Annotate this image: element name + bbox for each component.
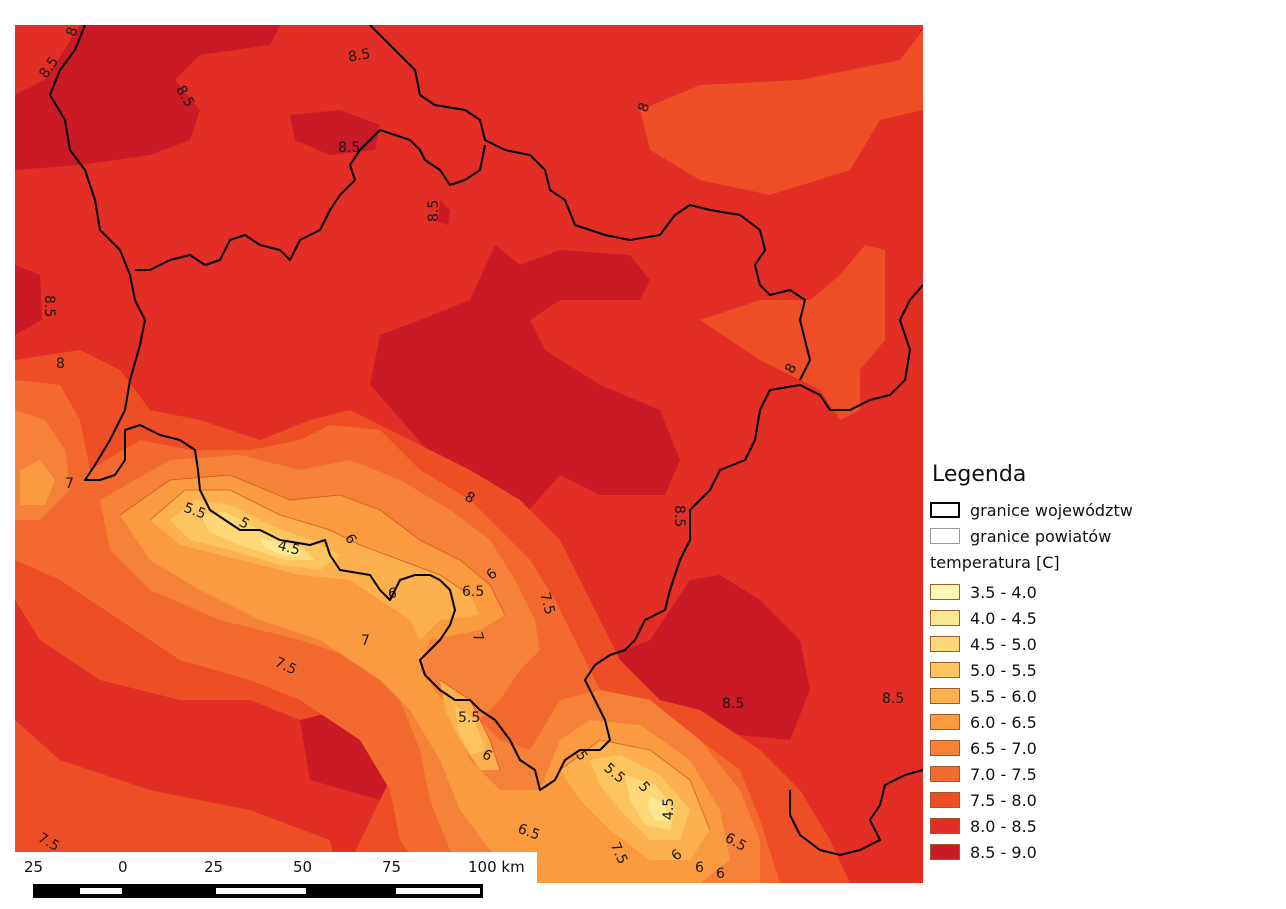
legend-class-label: 8.0 - 8.5	[970, 816, 1037, 836]
legend-class-label: 5.5 - 6.0	[970, 686, 1037, 706]
legend-class-swatch	[930, 766, 960, 782]
scale-bar-segment	[80, 888, 122, 894]
legend-class-item: 7.0 - 7.5	[930, 761, 1270, 787]
legend-class-item: 5.5 - 6.0	[930, 683, 1270, 709]
contour-label: 6	[695, 860, 704, 876]
contour-label: 7.5	[536, 591, 557, 617]
legend-class-label: 6.0 - 6.5	[970, 712, 1037, 732]
scale-tick-label: 75	[382, 858, 401, 876]
legend-class-label: 7.0 - 7.5	[970, 764, 1037, 784]
zone-4-5-5-0	[200, 512, 675, 830]
contour-label: 7	[361, 633, 370, 649]
scale-tick-label: 25	[204, 858, 223, 876]
legend-class-swatch	[930, 688, 960, 704]
legend-class-swatch	[930, 636, 960, 652]
legend-class-item: 8.5 - 9.0	[930, 839, 1270, 865]
temperature-classes: 3.5 - 4.0 4.0 - 4.5 4.5 - 5.0 5.0 - 5.5 5.5 …	[930, 579, 1270, 865]
legend-class-swatch	[930, 714, 960, 730]
zone-5-5-6-0	[150, 490, 710, 860]
legend-class-label: 5.0 - 5.5	[970, 660, 1037, 680]
legend-item-county: granice powiatów	[930, 523, 1270, 549]
legend-class-label: 7.5 - 8.0	[970, 790, 1037, 810]
contour-label: 8.5	[41, 295, 57, 317]
map-frame: 8.5 8 8.5 8.5 8.5 8 8.5 8 8.5 8 7 5.5 5 …	[15, 25, 923, 883]
legend-class-swatch	[930, 844, 960, 860]
contour-label: 8.5	[426, 200, 442, 222]
contour-label: 4.5	[276, 538, 302, 559]
voivodeship-boundary-swatch	[930, 502, 960, 518]
contour-label: 8.5	[722, 696, 744, 712]
legend-class-label: 6.5 - 7.0	[970, 738, 1037, 758]
contour-label: 8.5	[347, 46, 372, 66]
scale-bar: 25 0 25 50 75 100 km	[24, 858, 525, 898]
legend-class-swatch	[930, 818, 960, 834]
contour-label: 8	[56, 356, 65, 372]
scale-bar-segment	[396, 888, 480, 894]
contour-label: 8.5	[882, 691, 904, 707]
legend-class-swatch	[930, 792, 960, 808]
zone-6-0-6-5	[20, 460, 730, 883]
county-boundary-swatch	[930, 528, 960, 544]
legend-class-swatch	[930, 584, 960, 600]
scale-bar-segment	[216, 888, 306, 894]
contour-label: 6.5	[462, 584, 484, 600]
legend-item-label: granice województw	[970, 500, 1133, 520]
legend-class-label: 8.5 - 9.0	[970, 842, 1037, 862]
scale-bar-background	[15, 852, 537, 909]
contour-label: 4.5	[661, 798, 677, 820]
contour-label: 6	[716, 866, 725, 882]
scale-tick-label: 50	[293, 858, 312, 876]
voivodeship-boundaries	[49, 25, 923, 856]
legend: Legenda granice województw granice powia…	[930, 462, 1270, 865]
contour-label: 6	[388, 586, 397, 602]
legend-class-item: 5.0 - 5.5	[930, 657, 1270, 683]
legend-class-item: 7.5 - 8.0	[930, 787, 1270, 813]
legend-class-label: 4.0 - 4.5	[970, 608, 1037, 628]
legend-class-label: 4.5 - 5.0	[970, 634, 1037, 654]
legend-class-item: 3.5 - 4.0	[930, 579, 1270, 605]
scale-tick-label: 100 km	[468, 858, 525, 876]
contour-label: 8.5	[338, 140, 360, 156]
contour-label: 8.5	[671, 505, 687, 527]
legend-class-label: 3.5 - 4.0	[970, 582, 1037, 602]
contour-label: 5.5	[182, 500, 208, 523]
legend-class-swatch	[930, 662, 960, 678]
legend-class-item: 4.0 - 4.5	[930, 605, 1270, 631]
legend-item-label: granice powiatów	[970, 526, 1112, 546]
legend-class-item: 6.0 - 6.5	[930, 709, 1270, 735]
legend-class-item: 6.5 - 7.0	[930, 735, 1270, 761]
contour-label: 5.5	[458, 710, 480, 726]
legend-title: Legenda	[932, 462, 1027, 487]
temperature-legend-title: temperatura [C]	[930, 553, 1060, 572]
legend-class-swatch	[930, 610, 960, 626]
legend-class-item: 8.0 - 8.5	[930, 813, 1270, 839]
contour-label: 7	[65, 476, 74, 492]
scale-tick-label: 0	[118, 858, 128, 876]
contour-label: 6.5	[516, 821, 542, 844]
legend-class-item: 4.5 - 5.0	[930, 631, 1270, 657]
scale-tick-label: 25	[24, 858, 43, 876]
legend-class-swatch	[930, 740, 960, 756]
legend-item-voivodeship: granice województw	[930, 497, 1270, 523]
